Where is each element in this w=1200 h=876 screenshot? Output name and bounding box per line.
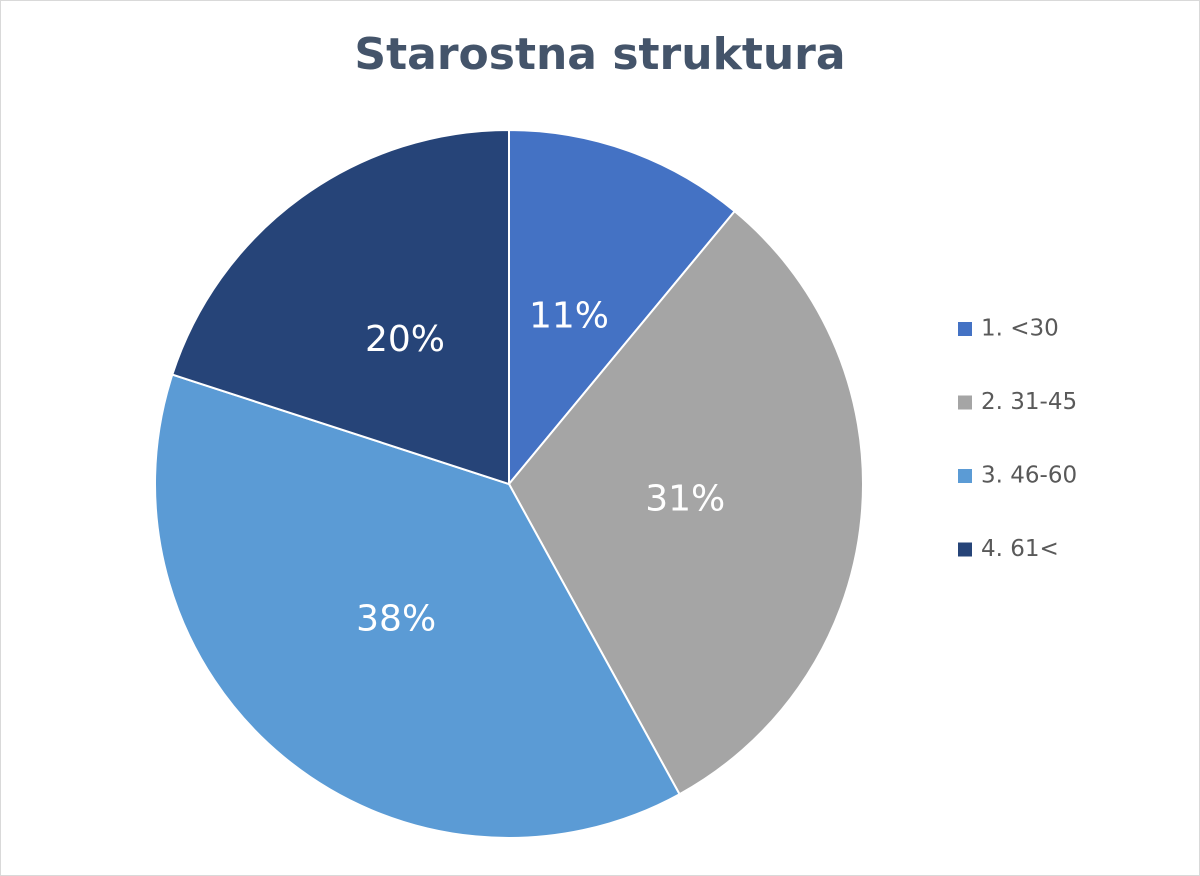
chart-title: Starostna struktura xyxy=(354,29,845,80)
legend-label: 1. <30 xyxy=(981,316,1059,342)
pie-slice xyxy=(507,209,864,796)
legend-swatch xyxy=(958,322,972,336)
pie-slice xyxy=(508,128,737,487)
legend-label: 3. 46-60 xyxy=(981,463,1077,489)
legend-swatch xyxy=(958,469,972,483)
data-label: 11% xyxy=(529,295,609,336)
legend-label: 2. 31-45 xyxy=(981,389,1077,415)
legend-label: 4. 61< xyxy=(981,536,1059,562)
pie-slice xyxy=(171,128,510,486)
data-label: 20% xyxy=(365,319,445,360)
legend-swatch xyxy=(958,542,972,557)
pie-slice xyxy=(154,373,681,839)
data-label: 31% xyxy=(645,479,725,520)
data-label: 38% xyxy=(356,598,436,639)
legend-swatch xyxy=(958,395,972,410)
